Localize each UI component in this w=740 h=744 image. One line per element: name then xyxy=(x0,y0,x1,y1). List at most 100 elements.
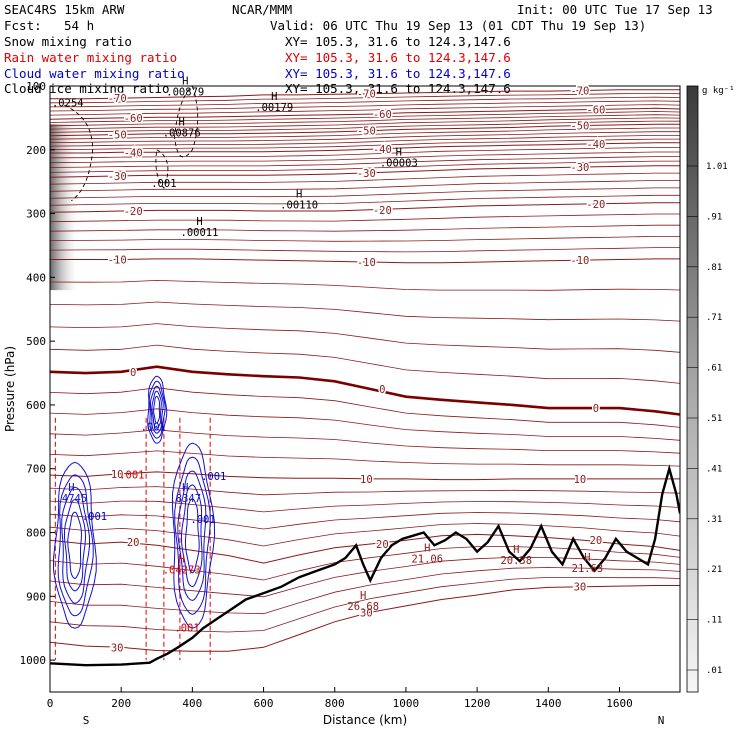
contour-value-label-5: .001 xyxy=(190,514,215,526)
field-label-snow: Snow mixing ratio xyxy=(4,34,132,49)
colorbar-label-9: .11 xyxy=(706,616,722,626)
isotherm-line-5-4 xyxy=(50,247,680,253)
isotherm-label-10-1: 10 xyxy=(360,474,373,486)
y-tick-label-1000: 1000 xyxy=(20,654,47,667)
x-tick-label-1400: 1400 xyxy=(535,697,562,710)
maximum-value-10: 20.38 xyxy=(500,555,532,567)
cloud-contour-cell-north-0 xyxy=(171,442,216,629)
north-end-label: N xyxy=(658,714,665,727)
isotherm-line-4-4 xyxy=(50,194,680,206)
isotherm-label--20-1: -20 xyxy=(373,205,392,217)
isotherm-line-5-1 xyxy=(50,213,680,223)
x-tick-label-800: 800 xyxy=(325,697,345,710)
x-tick-label-600: 600 xyxy=(254,697,274,710)
snow-contour-west xyxy=(64,104,94,202)
isotherm-line-1-2 xyxy=(50,114,680,127)
colorbar-label-4: .61 xyxy=(706,364,722,374)
cloud-contour-cell-north-4 xyxy=(184,498,200,574)
isotherm-label-0-1: 0 xyxy=(379,384,385,396)
plot-frame xyxy=(49,85,681,693)
isotherm-label--60-0: -60 xyxy=(124,113,143,125)
isotherm--60 xyxy=(50,107,680,120)
maximum-marker-5: H xyxy=(196,216,202,228)
snow-shading xyxy=(50,124,80,291)
isotherm-label--30-2: -30 xyxy=(570,162,589,174)
cloud-contour-cell-mid-2 xyxy=(150,385,164,434)
isotherm-label-0-0: 0 xyxy=(130,367,136,379)
colorbar: g kg⁻¹ 1.01 .91 .81 .71 .61 .51 .41 .31 .21 .11 .0… xyxy=(686,85,735,693)
maximum-value-5: .00011 xyxy=(181,227,219,239)
colorbar-label-1: .91 xyxy=(706,212,722,222)
isotherm-label--20-2: -20 xyxy=(586,199,605,211)
maximum-value-11: 21.63 xyxy=(572,563,604,575)
cloud-contour-cell-south-0 xyxy=(52,461,97,629)
isotherm-line-2-3 xyxy=(50,135,680,147)
isotherm-line-6-2 xyxy=(50,301,680,322)
maximum-marker-1: H xyxy=(271,91,277,103)
contour-value-label-3: .001 xyxy=(201,471,226,483)
isotherm--50 xyxy=(50,123,680,137)
isotherm-line-0-3 xyxy=(50,100,680,112)
isotherm-line-9-3 xyxy=(50,567,680,615)
cloud-contour-cell-mid-3 xyxy=(151,390,162,429)
contour-value-label-1: .001 xyxy=(151,178,176,190)
isotherm-label--20-0: -20 xyxy=(124,206,143,218)
contour-value-label-2: .001 xyxy=(141,421,166,433)
isotherm-line-1-3 xyxy=(50,117,680,130)
maximum-value-1: .00179 xyxy=(255,102,293,114)
isotherm-label--10-1: -10 xyxy=(357,257,376,269)
isotherm-line-1-1 xyxy=(50,111,680,123)
cloud-contour-cell-south-4 xyxy=(67,511,83,580)
isotherm-10 xyxy=(50,471,680,481)
isotherm-line-3-4 xyxy=(50,160,680,173)
maximum-marker-4: H xyxy=(296,189,302,201)
y-tick-label-800: 800 xyxy=(26,527,46,540)
colorbar-unit: g kg⁻¹ xyxy=(702,86,735,96)
maximum-value-3: .00003 xyxy=(380,158,418,170)
isotherm-label--50-1: -50 xyxy=(357,126,376,138)
isotherm-label-20-1: 20 xyxy=(376,539,389,551)
cloud-contour-cell-south-1 xyxy=(57,474,94,617)
isotherm-label--30-0: -30 xyxy=(108,171,127,183)
maximum-value-7: .8347 xyxy=(169,493,201,505)
y-tick-label-200: 200 xyxy=(26,144,46,157)
maximum-marker-6: H xyxy=(68,482,74,494)
isotherm-label-30-2: 30 xyxy=(574,582,587,594)
isotherm--10 xyxy=(50,258,680,264)
isotherm-label--60-1: -60 xyxy=(373,109,392,121)
valid-time: Valid: 06 UTC Thu 19 Sep 13 (01 CDT Thu … xyxy=(270,18,646,33)
isotherm-line-6-1 xyxy=(50,279,680,291)
field-xy-cloud-water: XY= 105.3, 31.6 to 124.3,147.6 xyxy=(285,66,511,81)
center-label: NCAR/MMM xyxy=(232,2,292,17)
maximum-marker-11: H xyxy=(584,552,590,564)
field-xy-cloud-ice: XY= 105.3, 31.6 to 124.3,147.6 xyxy=(285,81,511,96)
colorbar-label-2: .81 xyxy=(706,263,722,273)
x-axis-title: Distance (km) xyxy=(323,713,407,727)
maximum-marker-9: H xyxy=(424,543,430,555)
maximum-marker-2: H xyxy=(179,117,185,129)
contour-value-label-4: .001 xyxy=(82,511,107,523)
isotherm-label--50-2: -50 xyxy=(570,121,589,133)
isotherm-line-8-2 xyxy=(50,500,680,513)
cloud-contour-cell-north-3 xyxy=(180,484,203,588)
y-axis-title: Pressure (hPa) xyxy=(3,346,17,432)
x-tick-label-400: 400 xyxy=(182,697,202,710)
isotherm-label--40-1: -40 xyxy=(373,144,392,156)
isotherm-line-0-1 xyxy=(50,93,680,104)
contour-value-label-0: .0254 xyxy=(52,97,84,109)
colorbar-label-7: .31 xyxy=(706,515,722,525)
maximum-value-0: .00879 xyxy=(166,87,204,99)
x-tick-label-1000: 1000 xyxy=(393,697,420,710)
maximum-value-12: 26.68 xyxy=(347,601,379,613)
maximum-value-8: .04273 xyxy=(163,565,201,577)
maximum-marker-12: H xyxy=(360,590,366,602)
isotherm-label--70-0: -70 xyxy=(108,93,127,105)
isotherm-line-6-4 xyxy=(50,344,680,384)
x-tick-label-200: 200 xyxy=(111,697,131,710)
isotherm--70 xyxy=(50,89,680,100)
contour-value-label-7: .001 xyxy=(174,622,199,634)
isotherm-line-9-4 xyxy=(50,577,680,633)
forecast-label: Fcst: xyxy=(4,18,42,33)
cloud-contour-cell-mid-4 xyxy=(153,395,161,424)
